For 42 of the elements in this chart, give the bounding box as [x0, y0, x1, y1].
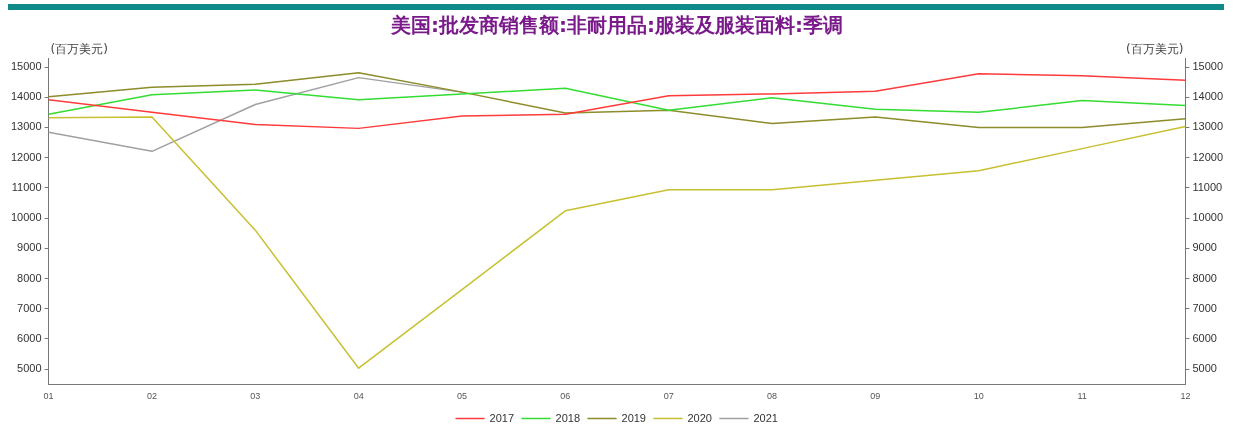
x-tick-label: 07 — [663, 391, 674, 402]
y-tick-label: 6000 — [17, 331, 42, 344]
y2-tick-label: 12000 — [1192, 150, 1224, 163]
legend-label: 2021 — [753, 411, 778, 424]
y2-tick-label: 13000 — [1192, 120, 1224, 133]
x-tick-label: 08 — [767, 391, 778, 402]
x-tick-label: 12 — [1180, 391, 1191, 402]
y-tick-label: 14000 — [10, 90, 42, 103]
x-tick-label: 09 — [870, 391, 881, 402]
y-tick-label: 13000 — [10, 120, 42, 133]
y-tick-label: 5000 — [17, 362, 42, 375]
x-tick-label: 05 — [456, 391, 467, 402]
legend-label: 2019 — [621, 411, 646, 424]
y-tick-label: 11000 — [11, 180, 42, 193]
y-tick-label: 10000 — [10, 211, 42, 224]
y2-tick-label: 15000 — [1192, 60, 1224, 73]
y-tick-label: 7000 — [17, 301, 42, 314]
y-tick-label: 15000 — [10, 60, 42, 73]
x-tick-label: 11 — [1077, 391, 1087, 402]
y2-tick-label: 10000 — [1192, 211, 1224, 224]
x-tick-label: 06 — [560, 391, 571, 402]
legend-label: 2018 — [555, 411, 581, 424]
legend-label: 2020 — [687, 411, 712, 424]
legend-label: 2017 — [489, 411, 515, 424]
y-tick-label: 8000 — [17, 271, 42, 284]
y2-tick-label: 14000 — [1192, 90, 1224, 103]
x-tick-label: 04 — [353, 391, 364, 402]
y2-tick-label: 6000 — [1192, 331, 1217, 344]
y2-axis-title: (百万美元) — [1126, 42, 1184, 57]
y2-tick-label: 7000 — [1192, 301, 1217, 314]
y-axis-title: (百万美元) — [50, 42, 108, 57]
y2-tick-label: 9000 — [1192, 241, 1217, 254]
y2-tick-label: 11000 — [1192, 180, 1223, 193]
x-tick-label: 02 — [146, 391, 157, 402]
y2-tick-label: 8000 — [1192, 271, 1217, 284]
y2-tick-label: 5000 — [1192, 362, 1217, 375]
x-tick-label: 01 — [43, 391, 54, 402]
x-tick-label: 03 — [250, 391, 261, 402]
y-tick-label: 12000 — [10, 150, 42, 163]
x-tick-label: 10 — [973, 391, 984, 402]
chart-title: 美国:批发商销售额:非耐用品:服装及服装面料:季调 — [390, 12, 844, 39]
y-tick-label: 9000 — [17, 241, 42, 254]
